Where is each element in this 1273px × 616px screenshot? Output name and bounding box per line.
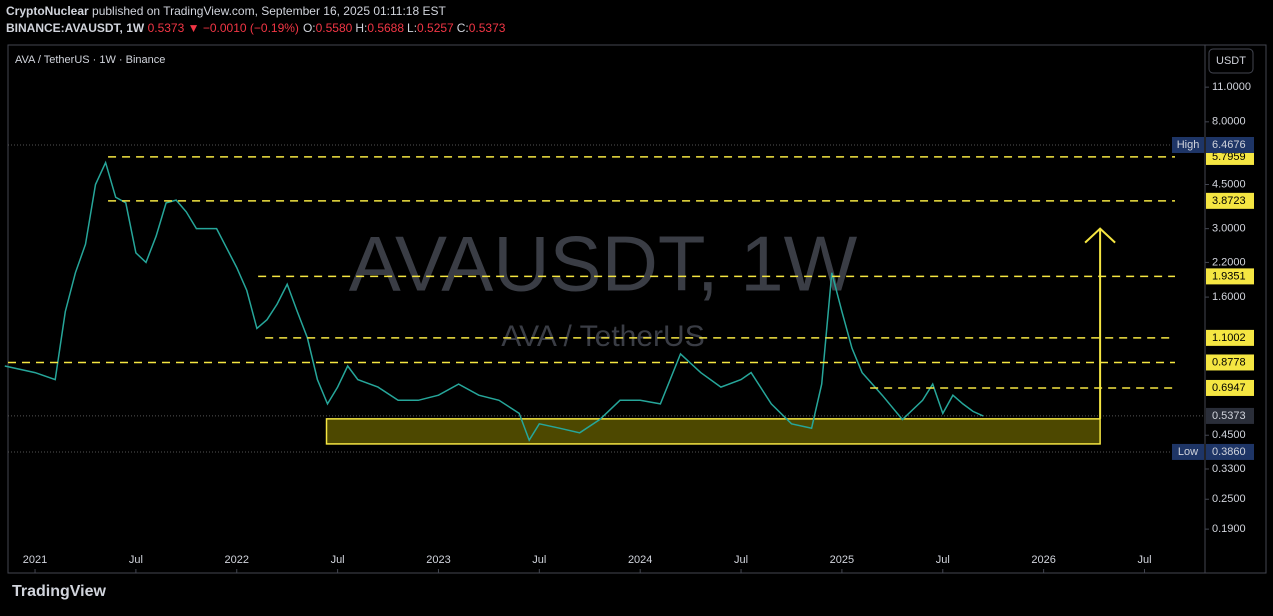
level-label: 3.8723 (1212, 195, 1246, 207)
x-tick-label: Jul (1137, 554, 1151, 566)
x-tick-label: 2022 (225, 554, 249, 566)
y-tick-label: 11.0000 (1212, 81, 1251, 93)
level-tag (1206, 354, 1254, 371)
x-tick-label: Jul (331, 554, 345, 566)
ohlc-value: 0.5580 (316, 21, 353, 35)
currency-button[interactable] (1208, 48, 1254, 74)
last: 0.5373 (148, 21, 185, 35)
arrow: ▼ (188, 21, 200, 35)
ohlc: O:0.5580 H:0.5688 L:0.5257 C:0.5373 (303, 21, 506, 35)
low-value: 0.3860 (1212, 446, 1246, 458)
ohlc-value: 0.5257 (417, 21, 454, 35)
published-text: published on TradingView.com, September … (92, 4, 446, 18)
y-tick-label: 1.6000 (1212, 291, 1246, 303)
ohlc-value: 0.5373 (469, 21, 506, 35)
y-tick-label: 0.1900 (1212, 523, 1246, 535)
ohlc-label: H: (355, 21, 367, 35)
change: −0.0010 (−0.19%) (203, 21, 299, 35)
level-tag (1206, 192, 1254, 209)
publisher: CryptoNuclear (6, 4, 89, 18)
chart-title: AVA / TetherUS · 1W · Binance (15, 54, 165, 66)
last-price: 0.5373 (1212, 410, 1246, 422)
level-tag (1206, 268, 1254, 285)
header-line: CryptoNuclear published on TradingView.c… (6, 4, 446, 18)
y-tick-label: 8.0000 (1212, 116, 1246, 128)
support-zone (325, 418, 1101, 445)
symbol-line: BINANCE:AVAUSDT, 1W 0.5373 ▼ −0.0010 (−0… (6, 21, 506, 35)
last-price-tag (1206, 407, 1254, 424)
watermark-sub: AVA / TetherUS (501, 320, 704, 353)
x-tick-label: 2025 (830, 554, 854, 566)
low-label: Low (1178, 446, 1198, 458)
level-label: 1.1002 (1212, 332, 1246, 344)
symbol: BINANCE:AVAUSDT, 1W (6, 21, 145, 35)
y-tick-label: 0.3300 (1212, 463, 1246, 475)
level-label: 1.9351 (1212, 270, 1246, 282)
x-tick-label: 2026 (1031, 554, 1055, 566)
high-value-tag (1206, 136, 1254, 153)
watermark: AVAUSDT, 1W (349, 220, 858, 308)
x-tick-label: 2024 (628, 554, 652, 566)
low-value-tag (1206, 443, 1254, 460)
x-tick-label: Jul (734, 554, 748, 566)
price-line (4, 160, 984, 442)
x-tick-label: Jul (129, 554, 143, 566)
ohlc-label: C: (457, 21, 469, 35)
low-tag (1172, 443, 1204, 460)
y-tick-label: 4.5000 (1212, 178, 1246, 190)
x-tick-label: 2023 (426, 554, 450, 566)
high-tag (1172, 136, 1204, 153)
ohlc-value: 0.5688 (367, 21, 404, 35)
x-tick-label: Jul (936, 554, 950, 566)
x-tick-label: 2021 (23, 554, 47, 566)
level-tag (1206, 379, 1254, 396)
level-label: 0.8778 (1212, 356, 1246, 368)
high-label: High (1177, 139, 1200, 151)
y-tick-label: 0.2500 (1212, 493, 1246, 505)
currency[interactable]: USDT (1216, 55, 1246, 67)
y-tick-label: 0.4500 (1212, 429, 1246, 441)
high-value: 6.4676 (1212, 139, 1246, 151)
level-tag (1206, 329, 1254, 346)
chart-frame (7, 44, 1267, 574)
ohlc-label: L: (407, 21, 417, 35)
y-tick-label: 2.2000 (1212, 256, 1246, 268)
level-label: 0.6947 (1212, 382, 1246, 394)
arrow-head (1084, 227, 1116, 244)
level-label: 5.7959 (1212, 151, 1246, 163)
y-tick-label: 3.0000 (1212, 223, 1246, 235)
brand: TradingView (12, 583, 107, 600)
x-tick-label: Jul (532, 554, 546, 566)
ohlc-label: O: (303, 21, 316, 35)
